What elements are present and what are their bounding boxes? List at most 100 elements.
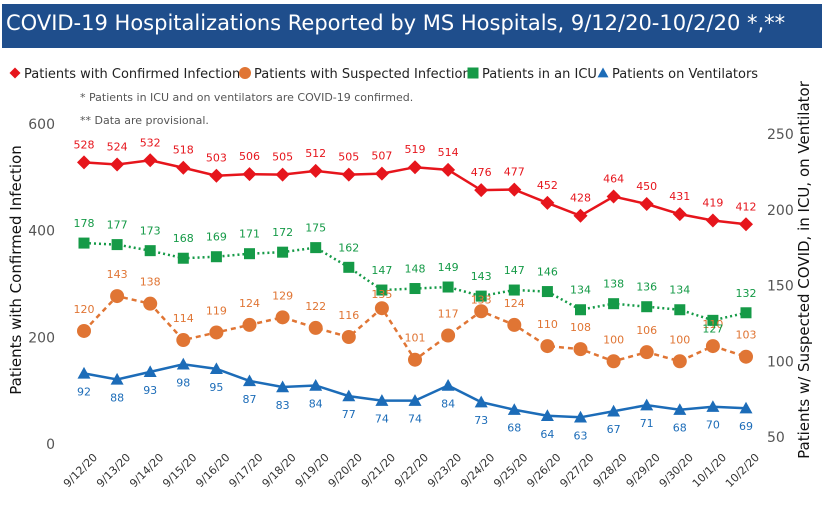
data-point bbox=[341, 167, 356, 182]
data-label: 70 bbox=[706, 419, 720, 432]
data-point bbox=[573, 208, 588, 223]
data-label: 129 bbox=[272, 289, 293, 302]
data-point bbox=[374, 301, 389, 316]
legend-marker bbox=[467, 67, 479, 79]
data-point bbox=[540, 339, 555, 354]
data-label: 120 bbox=[74, 303, 95, 316]
data-label: 146 bbox=[537, 266, 558, 279]
y-tick-left: 600 bbox=[28, 117, 55, 133]
data-point bbox=[408, 394, 422, 406]
data-point bbox=[209, 168, 224, 183]
data-label: 84 bbox=[309, 397, 323, 410]
data-point bbox=[707, 314, 719, 326]
data-label: 95 bbox=[209, 381, 223, 394]
data-label: 64 bbox=[540, 428, 554, 441]
data-point bbox=[739, 349, 753, 364]
data-label: 73 bbox=[474, 414, 488, 427]
data-point bbox=[176, 160, 191, 175]
y-axis-left-title: Patients with Confirmed Infection bbox=[7, 145, 25, 394]
data-label: 476 bbox=[471, 166, 492, 179]
legend-label: Patients with Suspected Infection bbox=[254, 67, 471, 82]
data-label: 68 bbox=[507, 422, 521, 435]
data-point bbox=[474, 304, 489, 319]
data-label: 177 bbox=[107, 219, 128, 232]
data-label: 178 bbox=[74, 217, 95, 230]
data-label: 134 bbox=[669, 284, 690, 297]
data-point bbox=[706, 400, 720, 412]
x-tick-label: 9/30/20 bbox=[657, 451, 696, 490]
data-point bbox=[209, 325, 224, 340]
data-point bbox=[574, 410, 587, 423]
data-label: 175 bbox=[305, 222, 326, 235]
x-tick-label: 9/23/20 bbox=[425, 451, 464, 490]
legend-marker bbox=[9, 67, 21, 79]
data-point bbox=[176, 357, 190, 370]
data-point bbox=[672, 207, 687, 222]
data-point bbox=[441, 378, 455, 391]
data-label: 63 bbox=[574, 429, 588, 442]
data-label: 477 bbox=[504, 166, 525, 179]
data-label: 84 bbox=[441, 397, 455, 410]
data-label: 133 bbox=[471, 293, 492, 306]
data-label: 149 bbox=[438, 261, 459, 274]
data-label: 412 bbox=[736, 200, 757, 213]
data-point bbox=[144, 245, 156, 257]
data-point bbox=[341, 330, 356, 345]
y-tick-right: 100 bbox=[767, 354, 794, 370]
note-provisional: ** Data are provisional. bbox=[80, 114, 209, 127]
title-background bbox=[2, 4, 822, 48]
data-point bbox=[409, 283, 421, 295]
data-label: 116 bbox=[338, 309, 359, 322]
x-tick-label: 9/14/20 bbox=[127, 451, 166, 490]
data-label: 74 bbox=[408, 413, 422, 426]
data-label: 452 bbox=[537, 179, 558, 192]
data-label: 103 bbox=[736, 329, 757, 342]
y-tick-left: 200 bbox=[28, 330, 55, 346]
data-label: 143 bbox=[471, 270, 492, 283]
data-point bbox=[441, 162, 456, 177]
data-label: 148 bbox=[405, 263, 426, 276]
data-label: 169 bbox=[206, 231, 227, 244]
data-point bbox=[607, 404, 621, 417]
data-point bbox=[275, 310, 290, 325]
x-tick-label: 9/26/20 bbox=[524, 451, 563, 490]
data-label: 93 bbox=[143, 384, 157, 397]
data-point bbox=[408, 160, 422, 175]
data-label: 74 bbox=[375, 413, 389, 426]
y-tick-right: 50 bbox=[767, 430, 785, 446]
x-tick-label: 9/18/20 bbox=[260, 451, 299, 490]
data-label: 101 bbox=[405, 332, 426, 345]
x-tick-label: 9/28/20 bbox=[591, 451, 630, 490]
x-tick-label: 9/20/20 bbox=[326, 451, 365, 490]
data-label: 507 bbox=[371, 150, 392, 163]
data-point bbox=[342, 389, 356, 402]
data-point bbox=[374, 166, 389, 181]
data-point bbox=[475, 290, 487, 302]
data-label: 69 bbox=[739, 420, 753, 433]
data-point bbox=[739, 217, 753, 232]
data-point bbox=[343, 261, 355, 273]
data-point bbox=[143, 296, 158, 311]
y-axis-left: 0 200 400 600 bbox=[28, 117, 55, 453]
data-point bbox=[276, 380, 290, 393]
data-label: 88 bbox=[110, 391, 124, 404]
data-point bbox=[408, 352, 422, 367]
series-layer bbox=[77, 153, 753, 423]
data-point bbox=[375, 394, 389, 406]
data-point bbox=[442, 281, 454, 293]
data-point bbox=[540, 409, 554, 421]
y-tick-right: 200 bbox=[767, 203, 794, 219]
title-bar: COVID-19 Hospitalizations Reported by MS… bbox=[0, 0, 824, 50]
data-label: 518 bbox=[173, 144, 194, 157]
x-tick-label: 9/25/20 bbox=[491, 451, 530, 490]
x-tick-label: 9/13/20 bbox=[94, 451, 133, 490]
x-tick-label: 9/15/20 bbox=[160, 451, 199, 490]
data-point bbox=[573, 342, 588, 357]
x-tick-label: 9/12/20 bbox=[61, 451, 100, 490]
data-point bbox=[575, 304, 586, 316]
y-tick-right: 250 bbox=[767, 127, 794, 143]
data-label: 528 bbox=[74, 138, 95, 151]
data-label: 503 bbox=[206, 152, 227, 165]
data-label: 134 bbox=[570, 284, 591, 297]
